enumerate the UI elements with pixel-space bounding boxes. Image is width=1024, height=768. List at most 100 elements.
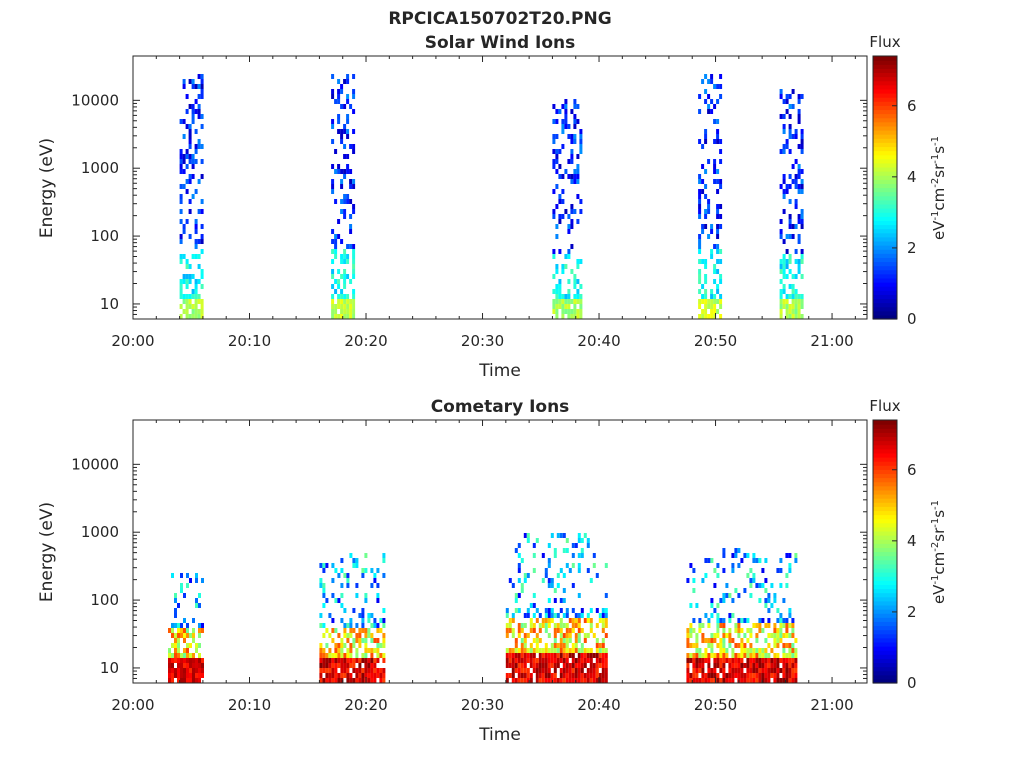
heatmap-cell xyxy=(713,314,717,319)
heatmap-cell xyxy=(337,164,341,169)
heatmap-cell xyxy=(331,274,335,279)
heatmap-cell xyxy=(346,79,350,84)
heatmap-cell xyxy=(565,663,569,668)
heatmap-cell xyxy=(782,274,786,279)
heatmap-cell xyxy=(191,304,195,309)
heatmap-cell xyxy=(794,658,798,663)
heatmap-cell xyxy=(553,678,557,683)
heatmap-cell xyxy=(779,628,783,633)
heatmap-cell xyxy=(785,658,789,663)
heatmap-cell xyxy=(740,618,744,623)
heatmap-cell xyxy=(722,553,726,558)
heatmap-cell xyxy=(505,648,509,653)
x-tick-label: 20:50 xyxy=(694,696,737,714)
heatmap-cell xyxy=(577,568,581,573)
heatmap-cell xyxy=(179,119,183,124)
heatmap-cell xyxy=(604,563,608,568)
heatmap-cell xyxy=(553,633,557,638)
heatmap-cell xyxy=(340,583,344,588)
solar-wind-x-label: Time xyxy=(478,361,521,381)
heatmap-cell xyxy=(719,94,723,99)
heatmap-cell xyxy=(794,638,798,643)
heatmap-cell xyxy=(322,678,326,683)
heatmap-cell xyxy=(580,653,584,658)
heatmap-cell xyxy=(559,623,563,628)
heatmap-cell xyxy=(517,593,521,598)
heatmap-cell xyxy=(171,668,174,673)
heatmap-cell xyxy=(782,673,786,678)
heatmap-cell xyxy=(779,149,783,154)
heatmap-cell xyxy=(340,169,344,174)
heatmap-cell xyxy=(331,259,335,264)
heatmap-cell xyxy=(689,623,693,628)
heatmap-cell xyxy=(532,658,536,663)
heatmap-cell xyxy=(182,229,186,234)
heatmap-cell xyxy=(556,613,560,618)
heatmap-cell xyxy=(352,249,356,254)
heatmap-cell xyxy=(558,194,562,199)
heatmap-cell xyxy=(731,663,735,668)
heatmap-cell xyxy=(567,309,571,314)
heatmap-cell xyxy=(728,618,732,623)
colorbar-tick-label: 0 xyxy=(907,674,917,692)
heatmap-cell xyxy=(171,673,174,678)
heatmap-cell xyxy=(565,548,569,553)
heatmap-cell xyxy=(779,623,783,628)
heatmap-cell xyxy=(604,613,608,618)
heatmap-cell xyxy=(576,169,580,174)
heatmap-cell xyxy=(192,653,195,658)
heatmap-cell xyxy=(737,618,741,623)
heatmap-cell xyxy=(782,289,786,294)
heatmap-cell xyxy=(355,638,359,643)
heatmap-cell xyxy=(785,573,789,578)
heatmap-cell xyxy=(734,628,738,633)
heatmap-cell xyxy=(719,663,723,668)
heatmap-cell xyxy=(785,299,789,304)
heatmap-cell xyxy=(800,254,804,259)
heatmap-cell xyxy=(743,663,747,668)
heatmap-cell xyxy=(189,653,192,658)
heatmap-cell xyxy=(722,633,726,638)
heatmap-cell xyxy=(764,603,768,608)
heatmap-cell xyxy=(719,653,723,658)
heatmap-cell xyxy=(689,678,693,683)
heatmap-cell xyxy=(698,209,702,214)
heatmap-cell xyxy=(355,658,359,663)
heatmap-cell xyxy=(511,648,515,653)
heatmap-cell xyxy=(704,314,708,319)
heatmap-cell xyxy=(698,244,702,249)
heatmap-cell xyxy=(767,618,771,623)
heatmap-cell xyxy=(583,633,587,638)
heatmap-cell xyxy=(785,109,789,114)
heatmap-cell xyxy=(743,648,747,653)
heatmap-cell xyxy=(520,628,524,633)
heatmap-cell xyxy=(577,533,581,538)
heatmap-cell xyxy=(791,663,795,668)
heatmap-cell xyxy=(352,314,356,319)
heatmap-cell xyxy=(194,224,198,229)
heatmap-cell xyxy=(564,209,568,214)
heatmap-cell xyxy=(532,663,536,668)
heatmap-cell xyxy=(331,184,335,189)
heatmap-cell xyxy=(334,249,338,254)
heatmap-cell xyxy=(346,663,350,668)
heatmap-cell xyxy=(541,553,545,558)
heatmap-cell xyxy=(200,144,204,149)
heatmap-cell xyxy=(538,638,542,643)
heatmap-cell xyxy=(189,678,192,683)
heatmap-cell xyxy=(800,259,804,264)
heatmap-cell xyxy=(191,274,195,279)
heatmap-cell xyxy=(713,668,717,673)
heatmap-cell xyxy=(788,608,792,613)
heatmap-cell xyxy=(547,678,551,683)
heatmap-cell xyxy=(770,668,774,673)
heatmap-cell xyxy=(800,189,804,194)
heatmap-cell xyxy=(197,94,201,99)
heatmap-cell xyxy=(191,294,195,299)
heatmap-cell xyxy=(346,119,350,124)
heatmap-cell xyxy=(710,254,714,259)
heatmap-cell xyxy=(764,598,768,603)
heatmap-cell xyxy=(182,224,186,229)
heatmap-cell xyxy=(577,658,581,663)
heatmap-cell xyxy=(340,658,344,663)
